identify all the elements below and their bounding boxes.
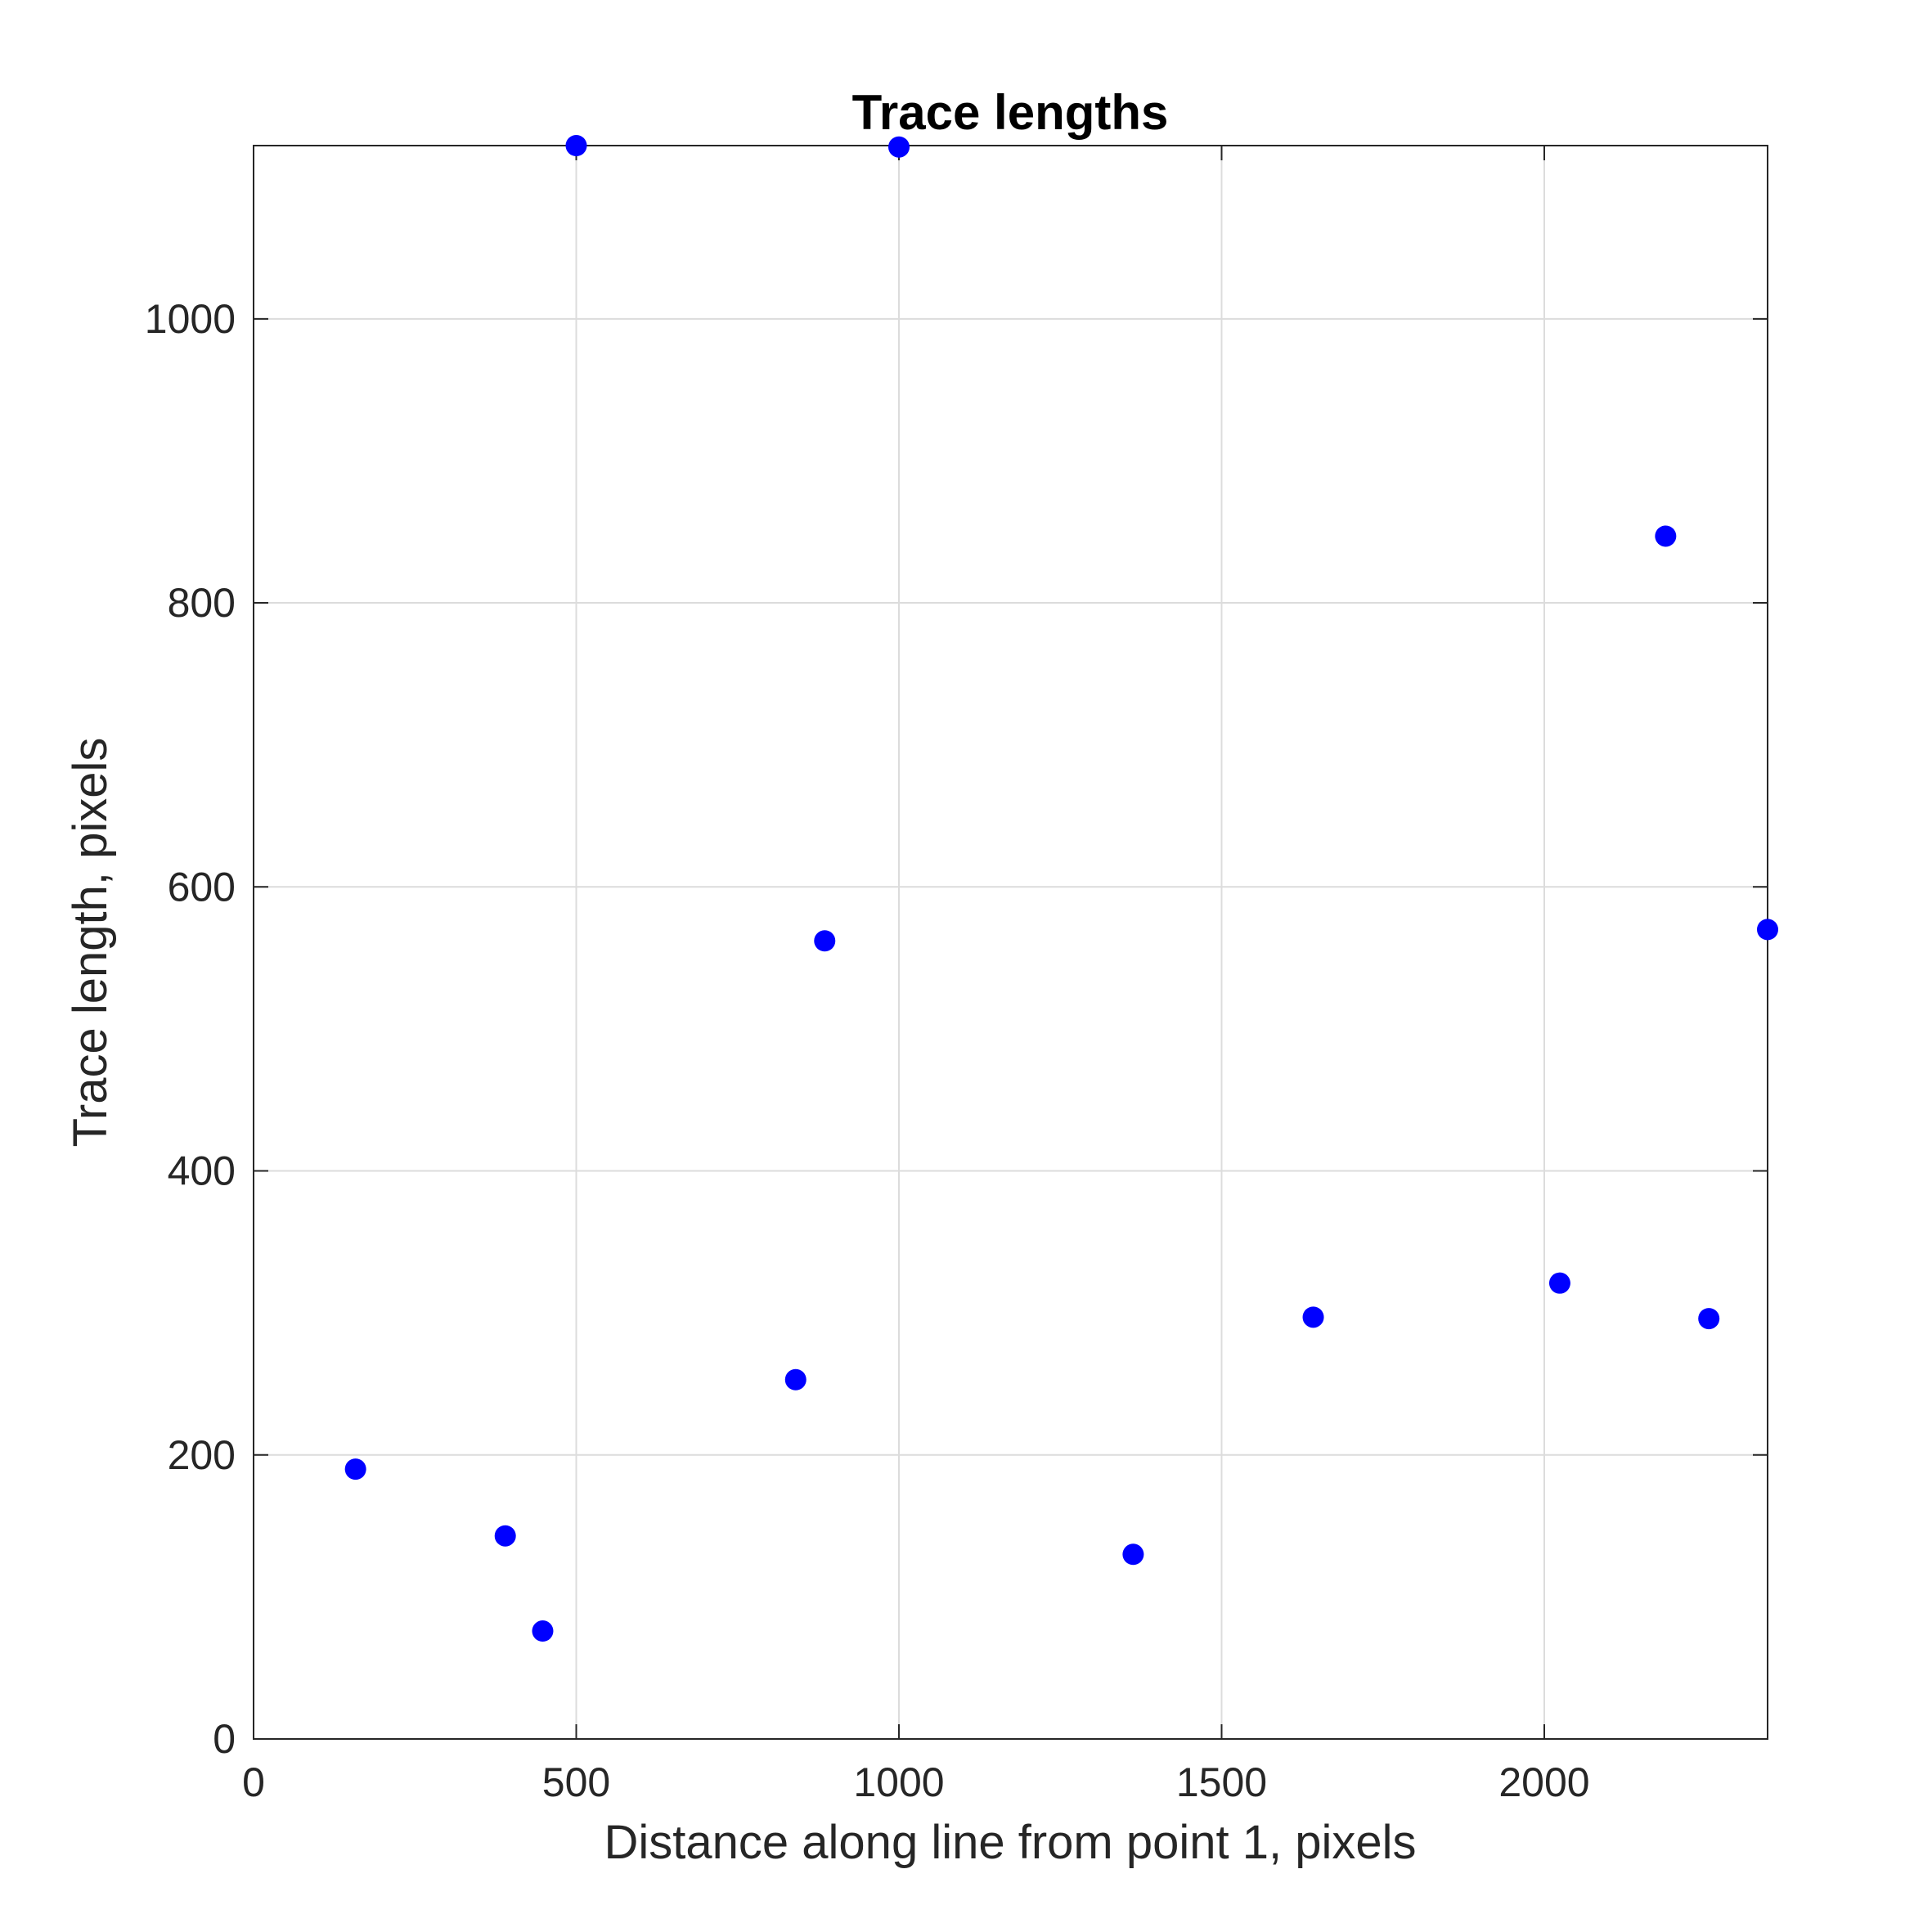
x-tick-label: 1000	[853, 1759, 944, 1805]
data-point	[494, 1525, 516, 1547]
x-tick-label: 2000	[1498, 1759, 1589, 1805]
y-tick-label: 800	[168, 580, 236, 626]
x-axis-label: Distance along line from point 1, pixels	[604, 1816, 1417, 1869]
x-axis-tick-labels: 0 500 1000 1500 2000	[242, 1759, 1590, 1805]
data-point	[888, 136, 910, 158]
data-point	[784, 1368, 806, 1391]
data-point	[1302, 1306, 1324, 1328]
y-tick-label: 600	[168, 864, 236, 910]
grid-lines	[254, 146, 1768, 1739]
y-axis-tick-labels: 0 200 400 600 800 1000	[145, 296, 236, 1762]
x-tick-label: 1500	[1176, 1759, 1267, 1805]
data-point	[1655, 525, 1677, 547]
y-tick-label: 400	[168, 1148, 236, 1194]
tick-marks	[253, 146, 1768, 1740]
y-tick-label: 200	[168, 1432, 236, 1478]
data-points	[344, 135, 1778, 1642]
x-tick-label: 0	[242, 1759, 265, 1805]
data-point	[1548, 1272, 1570, 1294]
data-point	[532, 1620, 554, 1642]
x-tick-label: 500	[542, 1759, 610, 1805]
y-axis-label: Trace length, pixels	[64, 738, 117, 1148]
data-point	[344, 1458, 366, 1480]
y-tick-label: 0	[213, 1716, 236, 1762]
data-point	[1757, 919, 1778, 941]
data-point	[1122, 1543, 1144, 1566]
data-point	[814, 930, 836, 952]
data-point	[1698, 1308, 1720, 1330]
y-tick-label: 1000	[145, 296, 236, 342]
plot-area-frame	[253, 145, 1768, 1740]
chart-title: Trace lengths	[852, 85, 1169, 140]
data-point	[565, 135, 587, 156]
